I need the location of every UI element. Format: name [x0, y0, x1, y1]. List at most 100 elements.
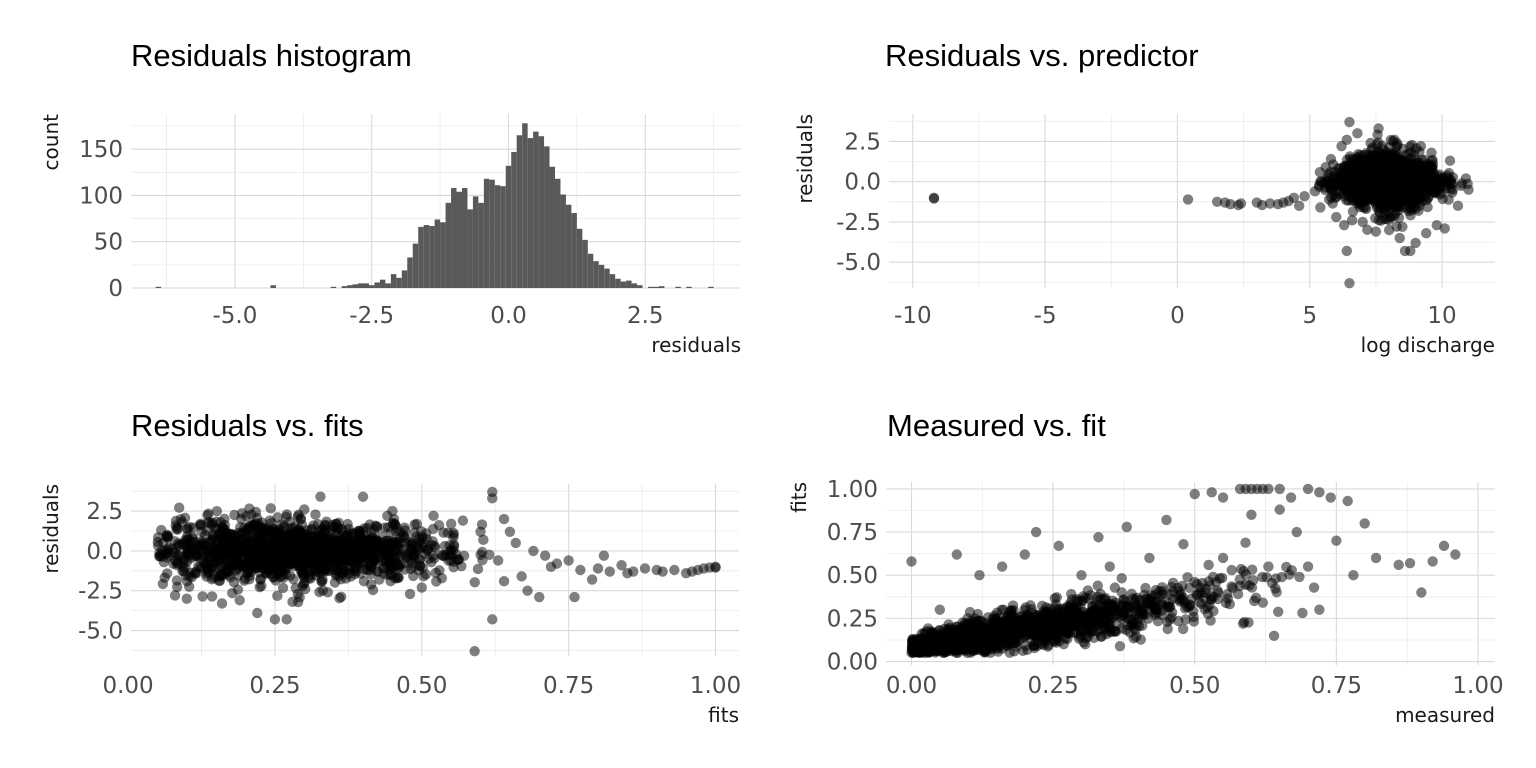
- scatter-point: [433, 520, 445, 531]
- scatter-point: [1092, 580, 1103, 591]
- scatter-point: [1066, 617, 1077, 629]
- scatter-point: [159, 572, 170, 583]
- scatter-point: [1133, 601, 1144, 612]
- scatter-point: [1077, 595, 1089, 607]
- x-tick-label: 0.75: [1311, 673, 1362, 699]
- scatter-point: [669, 564, 680, 576]
- scatter-point: [1243, 617, 1254, 628]
- scatter-point: [1110, 626, 1122, 637]
- x-tick-label: 5: [1302, 303, 1317, 329]
- scatter-point: [1184, 600, 1196, 611]
- histogram-bar: [505, 165, 512, 288]
- scatter-point: [206, 591, 218, 602]
- histogram-bar: [631, 283, 638, 288]
- scatter-point: [1338, 219, 1350, 231]
- histogram-bar: [708, 286, 714, 288]
- scatter-point: [383, 535, 395, 547]
- scatter-point: [1247, 575, 1259, 586]
- scatter-point: [476, 546, 488, 558]
- scatter-point: [436, 549, 448, 561]
- scatter-point: [1365, 137, 1376, 149]
- scatter-point: [1444, 155, 1456, 166]
- x-tick-label: -5.0: [213, 303, 258, 329]
- scatter-point: [487, 614, 498, 625]
- scatter-point: [1268, 630, 1280, 642]
- scatter-point: [1053, 540, 1064, 552]
- scatter-point: [1263, 483, 1274, 495]
- scatter-point: [934, 604, 946, 615]
- scatter-point: [982, 612, 994, 623]
- x-tick-label: 0.00: [886, 673, 937, 699]
- scatter-point: [1406, 139, 1418, 151]
- scatter-point: [1116, 573, 1127, 584]
- scatter-point: [1019, 549, 1030, 560]
- histogram-bar: [686, 286, 692, 288]
- scatter-point: [1452, 200, 1464, 212]
- scatter-point: [1276, 571, 1287, 583]
- scatter-point: [1130, 624, 1141, 636]
- scatter-point: [1404, 557, 1416, 569]
- scatter-point: [498, 513, 510, 525]
- scatter-point: [299, 504, 310, 515]
- histogram-bar: [451, 188, 457, 288]
- histogram-bar: [434, 219, 441, 288]
- histogram-bar: [549, 166, 555, 288]
- scatter-point: [1350, 168, 1362, 179]
- histogram-bar: [379, 279, 386, 288]
- scatter-point: [932, 635, 944, 647]
- scatter-point: [1274, 483, 1285, 495]
- scatter-point: [1397, 221, 1408, 232]
- scatter-point: [1384, 195, 1396, 206]
- scatter-point: [1138, 608, 1149, 620]
- scatter-point: [1196, 598, 1207, 610]
- scatter-point: [528, 545, 539, 557]
- scatter-point: [221, 556, 233, 568]
- x-tick-label: -10: [894, 303, 932, 329]
- scatter-point: [1146, 590, 1157, 601]
- scatter-point: [375, 542, 387, 553]
- scatter-point: [1438, 540, 1450, 552]
- scatter-point: [469, 577, 480, 588]
- scatter-point: [1177, 623, 1189, 635]
- histogram-bar: [358, 283, 364, 288]
- scatter-point: [265, 503, 276, 514]
- scatter-point: [1297, 607, 1308, 619]
- scatter-point: [1240, 537, 1251, 548]
- histogram-bar: [658, 286, 665, 288]
- scatter-point: [1246, 564, 1258, 575]
- scatter-point: [247, 519, 259, 531]
- scatter-point: [469, 646, 480, 657]
- y-axis-label: residuals: [793, 114, 817, 204]
- x-axis-label: fits: [708, 703, 739, 727]
- scatter-point: [315, 491, 326, 502]
- scatter-point: [181, 593, 193, 604]
- scatter-point: [202, 509, 213, 521]
- histogram-bar: [270, 285, 276, 288]
- scatter-point: [1261, 572, 1272, 583]
- histogram-bar: [461, 188, 468, 288]
- marks-meas: [906, 483, 1461, 659]
- panel-fits: 0.00 0.25 0.50 0.75 1.00-5.0-2.50.02.5Residu…: [39, 408, 741, 727]
- scatter-point: [234, 595, 245, 606]
- histogram-bar: [615, 278, 621, 288]
- scatter-point: [1355, 190, 1366, 202]
- scatter-point: [936, 643, 948, 655]
- scatter-point: [236, 508, 248, 519]
- scatter-point: [991, 614, 1002, 625]
- scatter-point: [398, 548, 410, 560]
- scatter-point: [281, 509, 293, 520]
- scatter-point: [1236, 563, 1247, 575]
- histogram-bar: [341, 286, 348, 288]
- scatter-point: [1403, 148, 1415, 159]
- scatter-point: [1302, 561, 1314, 572]
- scatter-point: [246, 541, 257, 552]
- scatter-point: [1357, 216, 1368, 228]
- histogram-bar: [675, 286, 681, 288]
- scatter-point: [1263, 561, 1274, 572]
- scatter-point: [1173, 594, 1184, 605]
- histogram-bar: [368, 285, 375, 288]
- scatter-point: [1344, 116, 1355, 128]
- histogram-bar: [374, 282, 380, 288]
- histogram-bar: [554, 178, 561, 288]
